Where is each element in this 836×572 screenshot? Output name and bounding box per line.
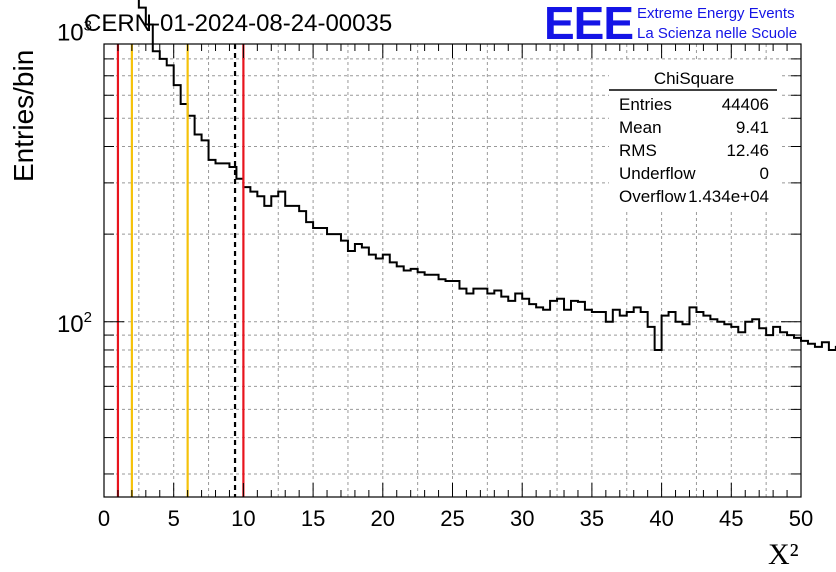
stats-value: 44406 bbox=[722, 95, 769, 114]
stats-label: Underflow bbox=[619, 164, 696, 183]
eee-logo: EEE bbox=[544, 0, 634, 49]
x-tick-label: 35 bbox=[580, 506, 604, 531]
x-tick-label: 40 bbox=[649, 506, 673, 531]
stats-value: 1.434e+04 bbox=[688, 187, 769, 206]
stats-label: Entries bbox=[619, 95, 672, 114]
stats-label: RMS bbox=[619, 141, 657, 160]
stats-label: Mean bbox=[619, 118, 662, 137]
x-tick-label: 25 bbox=[440, 506, 464, 531]
x-tick-label: 15 bbox=[301, 506, 325, 531]
stats-value: 12.46 bbox=[726, 141, 769, 160]
histogram-series bbox=[137, 0, 836, 351]
x-tick-label: 30 bbox=[510, 506, 534, 531]
x-tick-label: 5 bbox=[168, 506, 180, 531]
stats-box-bg bbox=[609, 60, 781, 210]
y-tick-label: 102 bbox=[57, 309, 92, 338]
stats-value: 9.41 bbox=[736, 118, 769, 137]
stats-value: 0 bbox=[760, 164, 769, 183]
chart-title: CERN-01-2024-08-24-00035 bbox=[84, 10, 393, 37]
stats-title: ChiSquare bbox=[654, 69, 734, 88]
x-tick-label: 20 bbox=[371, 506, 395, 531]
x-axis-label: X² bbox=[768, 538, 799, 571]
logo-caption-line2: La Scienza nelle Scuole bbox=[637, 25, 798, 42]
x-tick-label: 10 bbox=[231, 506, 255, 531]
x-tick-label: 50 bbox=[789, 506, 813, 531]
y-axis-label: Entries/bin bbox=[8, 49, 39, 182]
x-tick-label: 45 bbox=[719, 506, 743, 531]
logo-caption-line1: Extreme Energy Events bbox=[637, 5, 795, 22]
logo-caption: Extreme Energy Events La Scienza nelle S… bbox=[637, 4, 797, 44]
stats-label: Overflow bbox=[619, 187, 687, 206]
x-tick-label: 0 bbox=[98, 506, 110, 531]
y-tick-label: 103 bbox=[57, 18, 92, 47]
